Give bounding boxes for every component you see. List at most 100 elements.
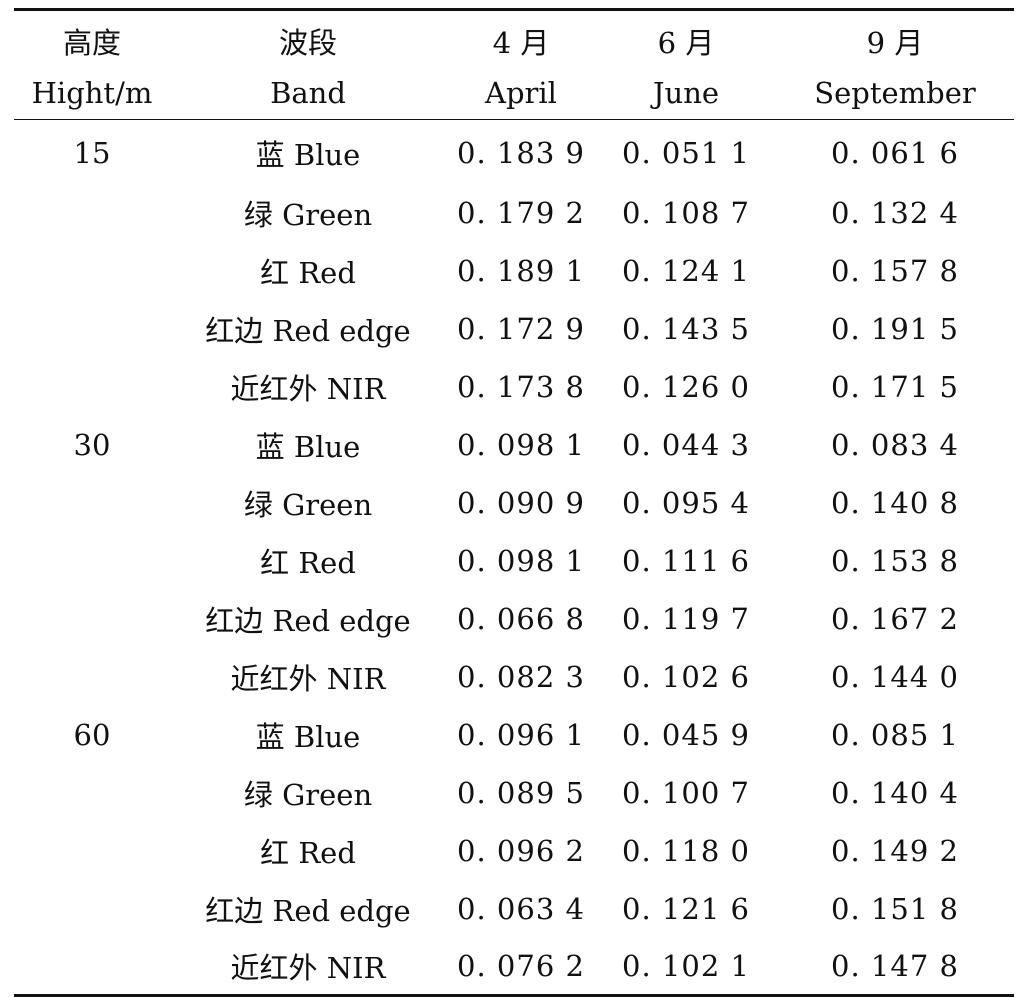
header-september-zh: 9 月	[776, 8, 1014, 67]
cell-band: 红边 Red edge	[205, 604, 411, 638]
cell-september: 0. 149 2	[831, 834, 959, 868]
cell-height	[14, 358, 170, 416]
cell-height	[14, 648, 170, 706]
cell-september: 0. 171 5	[831, 370, 959, 404]
cell-september: 0. 191 5	[831, 312, 959, 346]
cell-height	[14, 532, 170, 590]
cell-height	[14, 938, 170, 997]
cell-band: 近红外 NIR	[230, 662, 386, 696]
cell-june: 0. 119 7	[622, 602, 750, 636]
cell-september: 0. 140 8	[831, 486, 959, 520]
table-row: 红边 Red edge 0. 066 8 0. 119 7 0. 167 2	[14, 590, 1014, 648]
cell-september: 0. 151 8	[831, 892, 959, 926]
cell-band: 红边 Red edge	[205, 894, 411, 928]
cell-september: 0. 153 8	[831, 544, 959, 578]
cell-june: 0. 121 6	[622, 892, 750, 926]
cell-june: 0. 124 1	[622, 254, 750, 288]
cell-june: 0. 126 0	[622, 370, 750, 404]
cell-june: 0. 051 1	[622, 136, 750, 170]
table-row: 红 Red 0. 189 1 0. 124 1 0. 157 8	[14, 242, 1014, 300]
cell-june: 0. 045 9	[622, 718, 750, 752]
header-april-zh: 4 月	[446, 8, 596, 67]
table-row: 绿 Green 0. 089 5 0. 100 7 0. 140 4	[14, 764, 1014, 822]
cell-band: 红 Red	[260, 256, 356, 290]
cell-september: 0. 132 4	[831, 196, 959, 230]
cell-september: 0. 061 6	[831, 136, 959, 170]
cell-height: 30	[73, 428, 111, 462]
data-table-container: 高度 波段 4 月 6 月 9 月 Hight/m Band April Jun…	[14, 8, 1014, 997]
table-row: 30 蓝 Blue 0. 098 1 0. 044 3 0. 083 4	[14, 416, 1014, 474]
cell-june: 0. 111 6	[622, 544, 750, 578]
cell-band: 绿 Green	[243, 778, 373, 812]
header-band-zh: 波段	[170, 8, 446, 67]
table-row: 15 蓝 Blue 0. 183 9 0. 051 1 0. 061 6	[14, 120, 1014, 185]
cell-april: 0. 098 1	[457, 428, 585, 462]
cell-band: 近红外 NIR	[170, 938, 446, 997]
header-june-zh: 6 月	[596, 8, 776, 67]
header-band-en: Band	[170, 67, 446, 120]
cell-june: 0. 143 5	[622, 312, 750, 346]
header-height-zh: 高度	[14, 8, 170, 67]
cell-september: 0. 085 1	[831, 718, 959, 752]
cell-april: 0. 172 9	[457, 312, 585, 346]
cell-height	[14, 822, 170, 880]
cell-september: 0. 147 8	[776, 938, 1014, 997]
header-september-en: September	[776, 67, 1014, 120]
cell-april: 0. 098 1	[457, 544, 585, 578]
header-june-en: June	[596, 67, 776, 120]
cell-height	[14, 880, 170, 938]
cell-band: 蓝 Blue	[255, 720, 361, 754]
cell-april: 0. 179 2	[457, 196, 585, 230]
cell-september: 0. 144 0	[831, 660, 959, 694]
cell-june: 0. 102 1	[596, 938, 776, 997]
table-row: 红边 Red edge 0. 063 4 0. 121 6 0. 151 8	[14, 880, 1014, 938]
cell-band: 绿 Green	[243, 198, 373, 232]
cell-april: 0. 082 3	[457, 660, 585, 694]
cell-height: 60	[73, 718, 111, 752]
table-body: 15 蓝 Blue 0. 183 9 0. 051 1 0. 061 6 绿 G…	[14, 120, 1014, 997]
cell-april: 0. 183 9	[457, 136, 585, 170]
cell-september: 0. 157 8	[831, 254, 959, 288]
header-height-en: Hight/m	[14, 67, 170, 120]
cell-june: 0. 108 7	[622, 196, 750, 230]
cell-september: 0. 083 4	[831, 428, 959, 462]
cell-band: 红 Red	[260, 546, 356, 580]
cell-june: 0. 118 0	[622, 834, 750, 868]
cell-june: 0. 100 7	[622, 776, 750, 810]
table-row: 红 Red 0. 096 2 0. 118 0 0. 149 2	[14, 822, 1014, 880]
header-row-chinese: 高度 波段 4 月 6 月 9 月	[14, 8, 1014, 67]
cell-band: 红 Red	[260, 836, 356, 870]
cell-height	[14, 184, 170, 242]
cell-september: 0. 167 2	[831, 602, 959, 636]
cell-height	[14, 242, 170, 300]
table-row: 近红外 NIR 0. 076 2 0. 102 1 0. 147 8	[14, 938, 1014, 997]
table-row: 红边 Red edge 0. 172 9 0. 143 5 0. 191 5	[14, 300, 1014, 358]
table-row: 60 蓝 Blue 0. 096 1 0. 045 9 0. 085 1	[14, 706, 1014, 764]
header-row-english: Hight/m Band April June September	[14, 67, 1014, 120]
cell-april: 0. 089 5	[457, 776, 585, 810]
table-row: 绿 Green 0. 090 9 0. 095 4 0. 140 8	[14, 474, 1014, 532]
cell-april: 0. 096 2	[457, 834, 585, 868]
cell-june: 0. 095 4	[622, 486, 750, 520]
cell-band: 红边 Red edge	[205, 314, 411, 348]
cell-height	[14, 300, 170, 358]
cell-band: 近红外 NIR	[230, 372, 386, 406]
header-april-en: April	[446, 67, 596, 120]
cell-height	[14, 474, 170, 532]
table-row: 红 Red 0. 098 1 0. 111 6 0. 153 8	[14, 532, 1014, 590]
cell-april: 0. 189 1	[457, 254, 585, 288]
cell-june: 0. 102 6	[622, 660, 750, 694]
cell-band: 蓝 Blue	[255, 430, 361, 464]
cell-september: 0. 140 4	[831, 776, 959, 810]
reflectance-table: 高度 波段 4 月 6 月 9 月 Hight/m Band April Jun…	[14, 8, 1014, 997]
cell-height	[14, 590, 170, 648]
cell-band: 绿 Green	[243, 488, 373, 522]
cell-height: 15	[73, 136, 111, 170]
table-row: 近红外 NIR 0. 173 8 0. 126 0 0. 171 5	[14, 358, 1014, 416]
cell-april: 0. 063 4	[457, 892, 585, 926]
cell-april: 0. 066 8	[457, 602, 585, 636]
cell-april: 0. 090 9	[457, 486, 585, 520]
cell-april: 0. 096 1	[457, 718, 585, 752]
cell-april: 0. 076 2	[446, 938, 596, 997]
cell-june: 0. 044 3	[622, 428, 750, 462]
